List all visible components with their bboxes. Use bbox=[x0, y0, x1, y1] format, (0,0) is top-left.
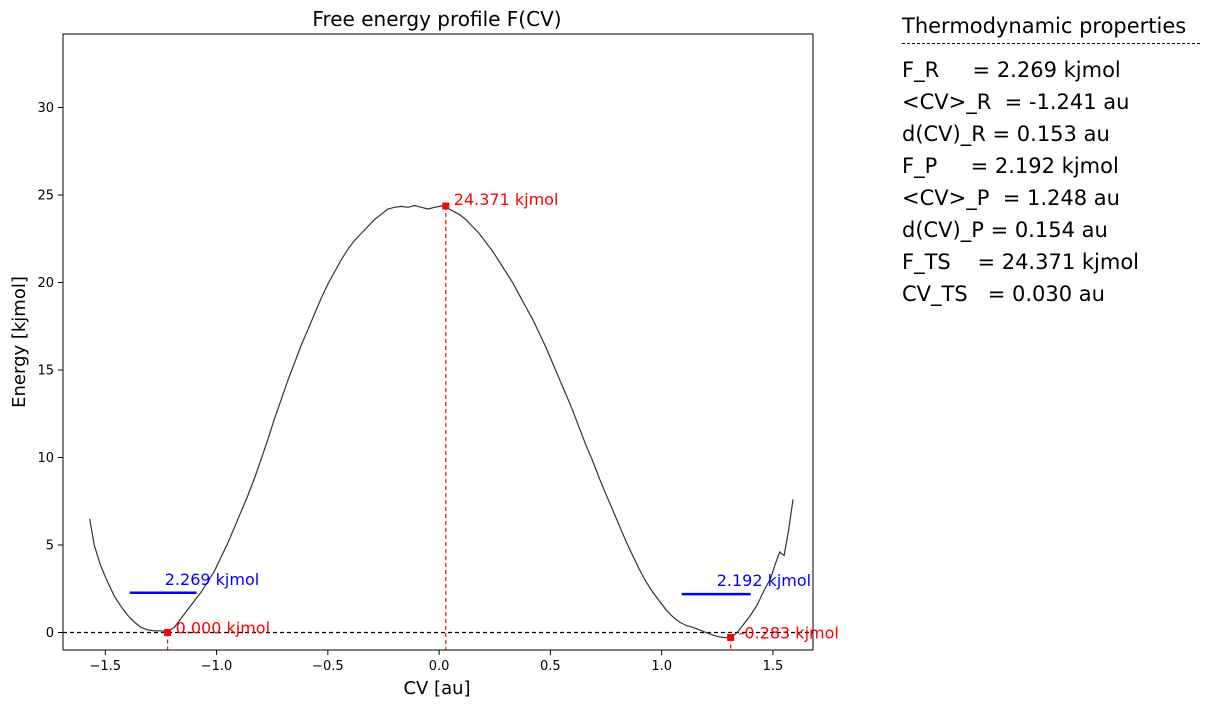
properties-list: F_R = 2.269 kjmol <CV>_R = -1.241 au d(CV)… bbox=[902, 54, 1208, 310]
thermodynamic-properties-panel: Thermodynamic properties F_R = 2.269 kjm… bbox=[902, 12, 1208, 310]
free-energy-chart: Free energy profile F(CV) 0.000 kjmol 2.2… bbox=[9, 7, 839, 699]
plot-frame bbox=[62, 33, 814, 651]
x-tick-label: 0.5 bbox=[540, 659, 561, 674]
x-tick-label: −1.0 bbox=[201, 659, 233, 674]
y-tick-label: 5 bbox=[46, 539, 54, 554]
free-energy-P-label: 2.192 kjmol bbox=[717, 571, 811, 590]
y-tick-label: 15 bbox=[37, 364, 54, 379]
x-tick-label: −0.5 bbox=[312, 659, 344, 674]
property-line: <CV>_R = -1.241 au bbox=[902, 90, 1130, 114]
axes: −1.5 −1.0 −0.5 0.0 0.5 1.0 1.5 0 5 10 15 20 25 30 bbox=[37, 101, 783, 674]
y-axis-label: Energy [kjmol] bbox=[9, 276, 30, 408]
y-tick-label: 30 bbox=[37, 101, 54, 116]
property-line: F_TS = 24.371 kjmol bbox=[902, 250, 1139, 274]
minimum-P-label: -0.283 kjmol bbox=[739, 623, 839, 642]
y-tick-label: 25 bbox=[37, 189, 54, 204]
x-tick-label: 0.0 bbox=[429, 659, 450, 674]
minimum-P-marker bbox=[727, 633, 735, 641]
property-line: <CV>_P = 1.248 au bbox=[902, 186, 1120, 210]
transition-state-label: 24.371 kjmol bbox=[454, 190, 559, 209]
minimum-R-marker bbox=[164, 629, 172, 636]
property-line: d(CV)_R = 0.153 au bbox=[902, 122, 1110, 146]
property-line: CV_TS = 0.030 au bbox=[902, 282, 1105, 306]
property-line: F_P = 2.192 kjmol bbox=[902, 154, 1119, 178]
plot-area: 0.000 kjmol 2.269 kjmol -0.283 kjmol 2.192 … bbox=[63, 190, 839, 650]
chart-title: Free energy profile F(CV) bbox=[312, 7, 561, 31]
x-axis-label: CV [au] bbox=[403, 678, 470, 699]
property-line: F_R = 2.269 kjmol bbox=[902, 58, 1121, 82]
properties-title: Thermodynamic properties bbox=[902, 14, 1187, 38]
x-tick-label: 1.0 bbox=[651, 659, 672, 674]
transition-state-marker bbox=[442, 202, 450, 210]
x-tick-label: −1.5 bbox=[89, 659, 121, 674]
y-tick-label: 20 bbox=[37, 276, 54, 291]
properties-divider bbox=[902, 43, 1200, 44]
x-tick-label: 1.5 bbox=[763, 659, 784, 674]
y-tick-label: 10 bbox=[37, 451, 54, 466]
property-line: d(CV)_P = 0.154 au bbox=[902, 218, 1108, 242]
free-energy-R-label: 2.269 kjmol bbox=[165, 570, 259, 589]
y-tick-label: 0 bbox=[46, 626, 54, 641]
minimum-R-label: 0.000 kjmol bbox=[176, 619, 270, 638]
